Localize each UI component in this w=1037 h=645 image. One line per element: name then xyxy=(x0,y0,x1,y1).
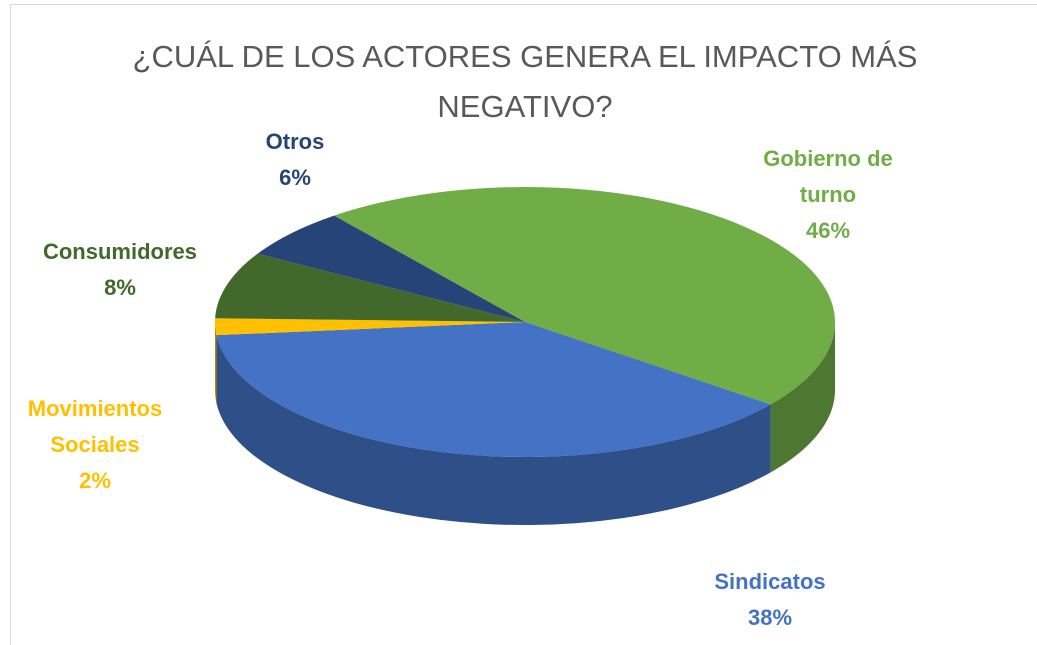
category-label: Gobierno de turno xyxy=(763,146,893,207)
pie-side xyxy=(770,322,835,473)
value-label: 46% xyxy=(805,218,851,243)
pie-slice xyxy=(257,215,525,322)
pie-slice xyxy=(334,187,835,405)
category-label: Consumidores xyxy=(42,239,198,264)
pie-slice xyxy=(216,322,771,457)
pie-slice xyxy=(215,253,526,322)
value-label: 8% xyxy=(104,275,136,300)
pie-side-shade xyxy=(215,322,217,404)
pie-side xyxy=(215,322,217,404)
data-label: Movimientos Sociales 2% xyxy=(10,391,180,499)
pie-side-shade xyxy=(770,322,835,473)
data-label: Otros 6% xyxy=(220,124,370,196)
chart-title: ¿CUÁL DE LOS ACTORES GENERA EL IMPACTO M… xyxy=(132,39,918,124)
value-label: 38% xyxy=(747,605,793,630)
pie-slice xyxy=(215,318,525,336)
category-label: Movimientos Sociales xyxy=(27,396,163,457)
pie-side-shade xyxy=(216,335,771,525)
data-label: Consumidores 8% xyxy=(20,234,220,306)
data-label: Sindicatos 38% xyxy=(670,564,870,636)
value-label: 6% xyxy=(279,165,311,190)
value-label: 2% xyxy=(79,468,111,493)
chart-frame xyxy=(10,4,1037,645)
category-label: Sindicatos xyxy=(714,569,826,594)
data-label: Gobierno de turno 46% xyxy=(763,141,893,249)
category-label: Otros xyxy=(265,129,325,154)
pie-side xyxy=(216,335,771,525)
